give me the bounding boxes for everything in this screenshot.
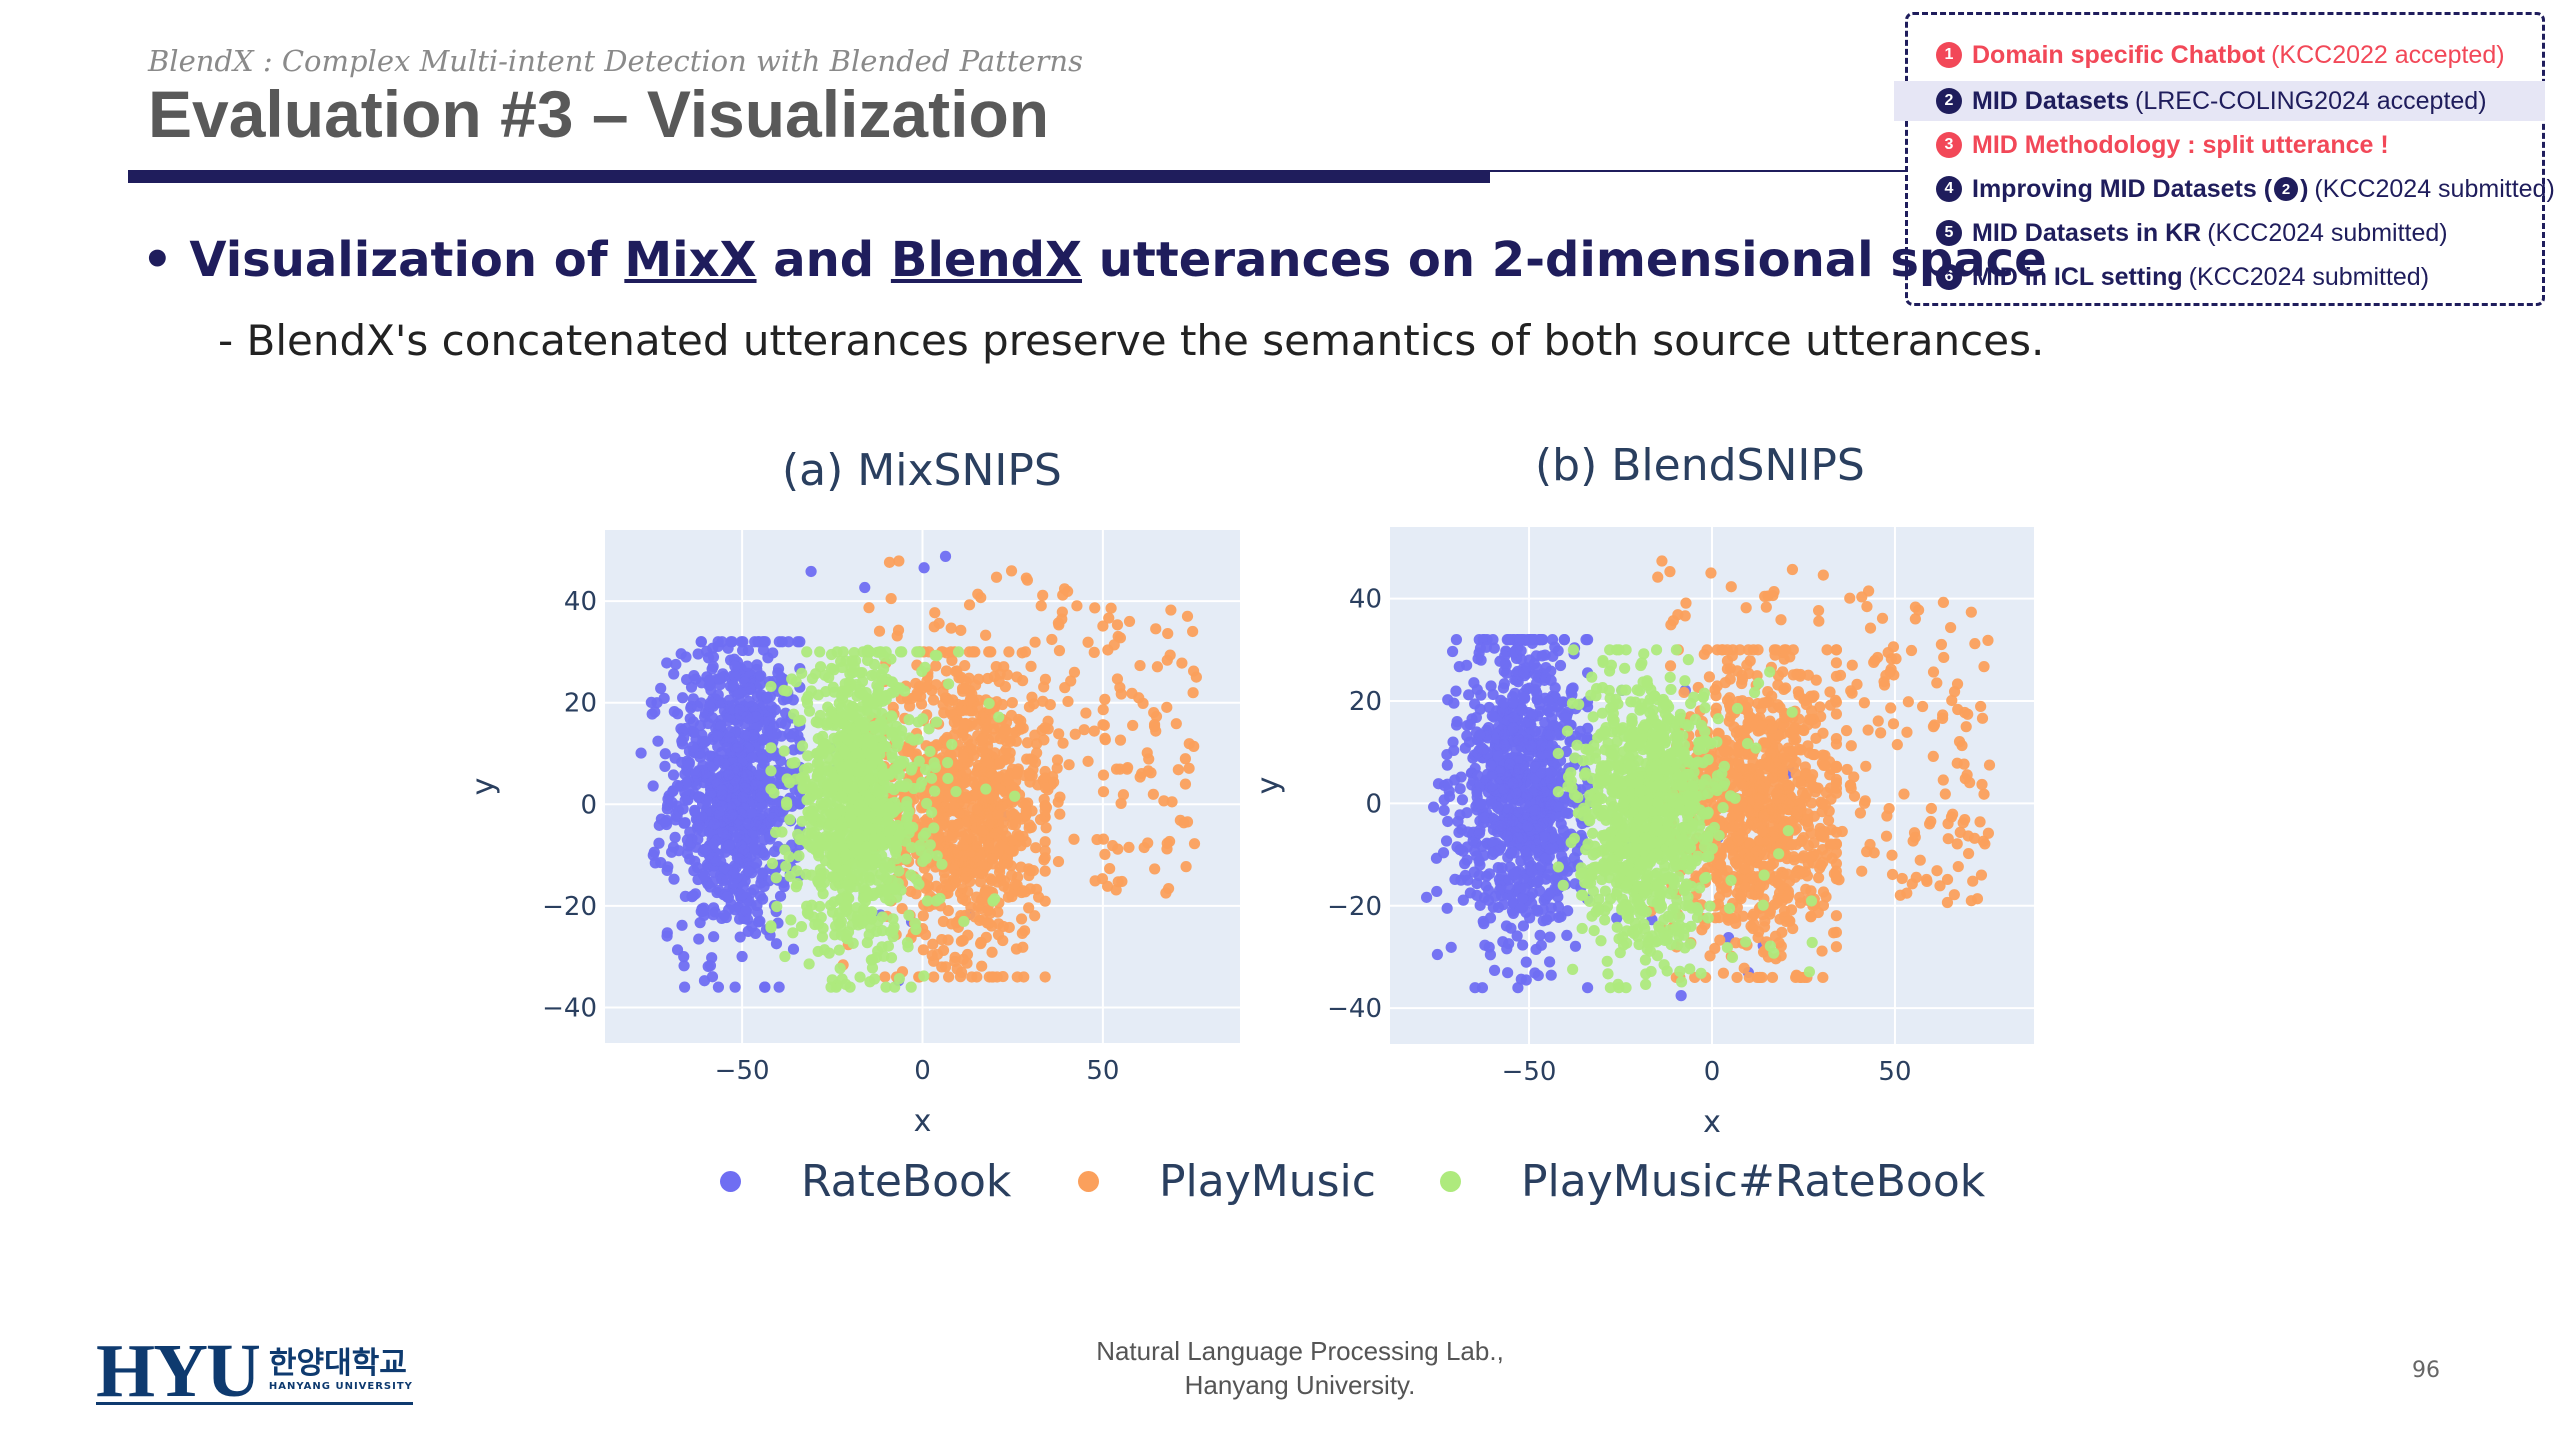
presentation-subtitle: BlendX : Complex Multi-intent Detection … [148, 44, 1083, 78]
y-tick-label: −20 [1327, 892, 1382, 922]
x-tick-label: −50 [715, 1056, 770, 1086]
y-tick-label: 0 [580, 790, 597, 820]
bullet-text-and: and [756, 232, 891, 288]
y-tick-label: −20 [542, 892, 597, 922]
x-tick-label: 50 [1878, 1057, 1911, 1087]
chart-b-title: (b) BlendSNIPS [1535, 440, 1865, 491]
y-axis-title: y [466, 778, 501, 796]
y-tick-label: −40 [542, 993, 597, 1023]
roadmap-item-title: MID Methodology : split utterance ! [1972, 130, 2389, 159]
roadmap-item-title: MID Datasets [1972, 86, 2129, 115]
chart-b-plot-area [1390, 527, 2034, 1044]
title-underline-line [1490, 170, 1905, 172]
roadmap-item-title: Improving MID Datasets ( [1972, 174, 2273, 203]
roadmap-item-status: (KCC2024 submitted) [2188, 262, 2430, 291]
x-axis-title: x [1703, 1105, 1721, 1140]
sub-bullet: - BlendX's concatenated utterances prese… [218, 316, 2045, 365]
chart-a-plot-area [605, 530, 1240, 1043]
roadmap-item-3: 3 MID Methodology : split utterance ! [1936, 125, 2389, 165]
bullet-blendx: BlendX [890, 232, 1083, 288]
roadmap-item-1: 1 Domain specific Chatbot (KCC2022 accep… [1936, 35, 2505, 75]
roadmap-num-badge: 1 [1936, 42, 1962, 68]
title-underline-bar [128, 170, 1490, 183]
roadmap-num-badge: 4 [1936, 176, 1962, 202]
roadmap-item-title-end: ) [2300, 174, 2309, 203]
bullet-text-suffix: utterances on 2-dimensional space [1082, 232, 2047, 288]
chart-a-title: (a) MixSNIPS [782, 445, 1062, 496]
roadmap-item-status: (KCC2024 submitted) [2207, 218, 2448, 247]
main-bullet: • Visualization of MixX and BlendX utter… [142, 232, 2047, 288]
roadmap-item-status: (KCC2022 accepted) [2271, 40, 2505, 69]
y-tick-label: 0 [1365, 789, 1382, 819]
x-tick-label: −50 [1502, 1057, 1557, 1087]
bullet-mixx: MixX [624, 232, 757, 288]
bullet-text-prefix: Visualization of [189, 232, 625, 288]
x-tick-label: 50 [1086, 1056, 1119, 1086]
y-tick-label: 40 [1349, 585, 1382, 615]
y-tick-label: 40 [564, 587, 597, 617]
slide-title: Evaluation #3 – Visualization [148, 77, 1050, 151]
roadmap-item-status: (LREC-COLING2024 accepted) [2135, 86, 2487, 115]
bullet-dot: • [142, 232, 190, 288]
roadmap-ref-badge: 2 [2274, 177, 2299, 201]
y-axis-title: y [1251, 777, 1286, 795]
roadmap-item-2: 2 MID Datasets (LREC-COLING2024 accepted… [1936, 81, 2487, 121]
y-tick-label: −40 [1327, 994, 1382, 1024]
roadmap-item-status: (KCC2024 submitted) [2314, 174, 2555, 203]
roadmap-item-title: Domain specific Chatbot [1972, 40, 2266, 69]
x-tick-label: 0 [1704, 1057, 1721, 1087]
roadmap-num-badge: 3 [1936, 132, 1962, 158]
roadmap-num-badge: 2 [1936, 88, 1962, 114]
x-axis-title: x [914, 1104, 932, 1139]
y-tick-label: 20 [564, 689, 597, 719]
roadmap-item-4: 4 Improving MID Datasets ( 2 ) (KCC2024 … [1936, 169, 2555, 209]
y-tick-label: 20 [1349, 687, 1382, 717]
x-tick-label: 0 [914, 1056, 931, 1086]
